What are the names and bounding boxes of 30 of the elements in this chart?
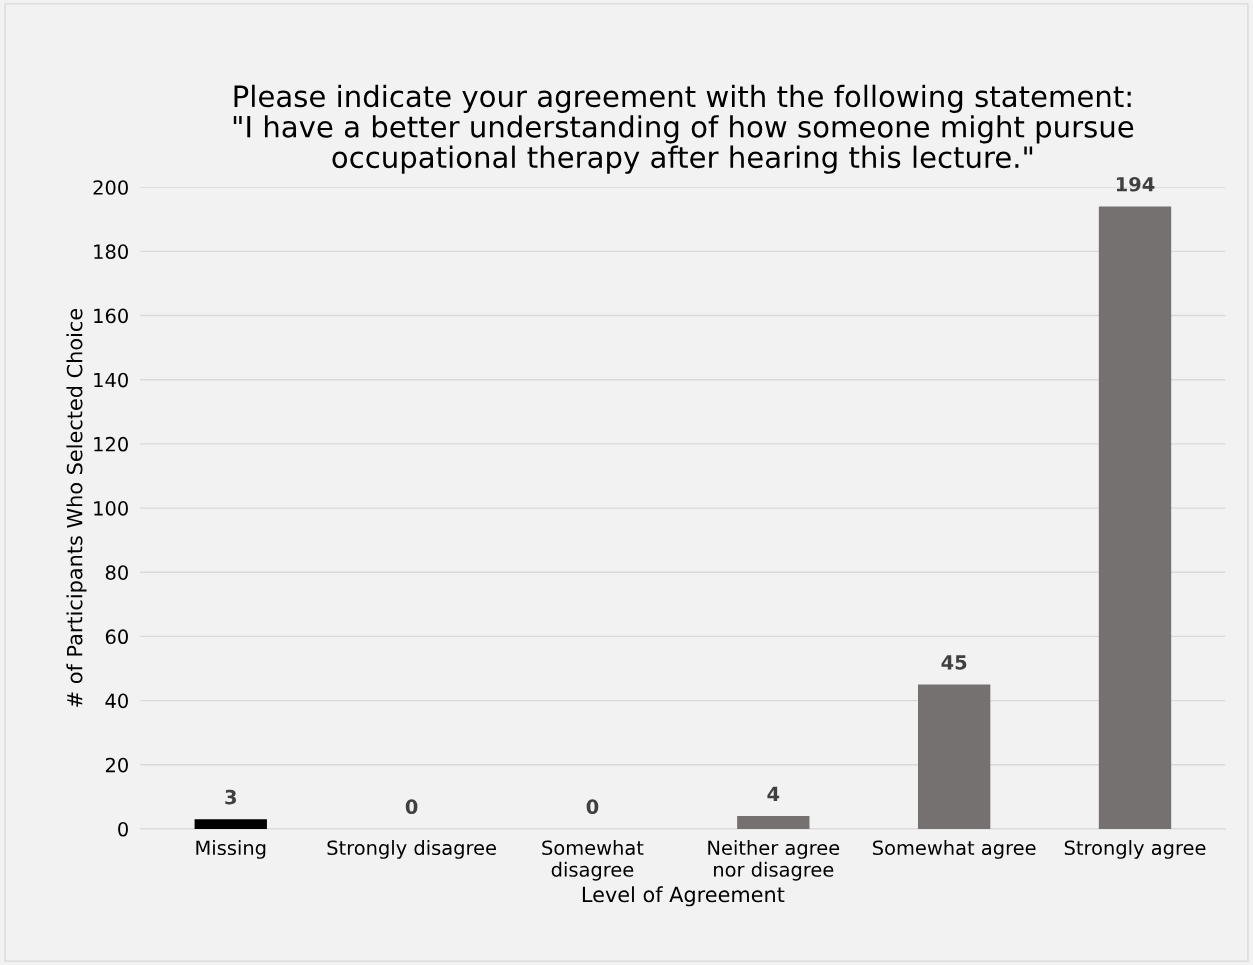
y-axis-title: # of Participants Who Selected Choice [66,308,87,707]
y-tick-label: 180 [94,244,128,260]
y-tick-label: 40 [105,693,128,709]
data-label: 0 [405,799,418,815]
data-label: 4 [767,786,780,801]
x-tick-label: Strongly agree [1064,840,1206,859]
data-label: 3 [225,789,236,805]
bar [194,819,267,829]
data-label: 0 [586,799,599,815]
y-tick-label: 20 [105,757,128,773]
x-tick-label: Somewhat agree [873,840,1036,859]
y-tick-label: 60 [105,629,128,645]
x-tick-label: Strongly disagree [327,840,496,859]
data-label: 194 [1116,176,1155,192]
y-tick-label: 140 [94,372,128,388]
chart-title: Please indicate your agreement with the following statement: "I have a better understanding of how someone might pursue occupational therapy after hearing this lecture." [233,84,1134,174]
y-tick-label: 200 [93,180,128,195]
bar [917,684,991,829]
bar [1098,206,1172,829]
x-tick-label: Somewhat disagree [542,840,644,881]
y-tick-label: 120 [94,436,128,452]
data-label: 45 [941,655,967,670]
x-tick-label: Missing [196,840,266,859]
x-tick-label: Neither agree nor disagree [708,840,840,881]
bar [737,816,810,829]
y-tick-label: 100 [94,501,128,516]
y-tick-label: 80 [105,565,128,580]
y-tick-label: 160 [94,308,128,324]
y-tick-label: 0 [118,821,128,837]
x-axis-title: Level of Agreement [582,886,785,907]
